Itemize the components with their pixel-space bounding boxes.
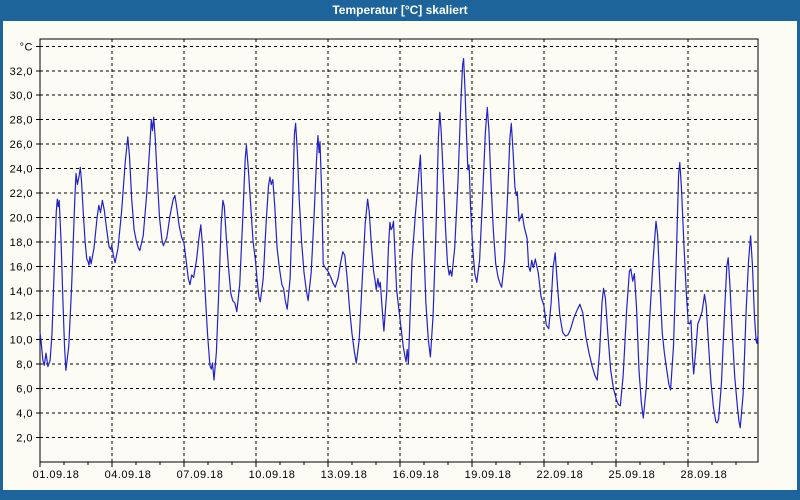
x-axis-label: 10.09.18: [249, 469, 296, 481]
x-axis-label: 07.09.18: [177, 469, 224, 481]
y-axis-label: 16,0: [10, 261, 33, 273]
window-title: Temperatur [°C] skaliert: [332, 3, 468, 17]
y-axis-label: 20,0: [10, 213, 33, 225]
x-axis-label: 28.09.18: [680, 469, 727, 481]
y-axis-label: 2,0: [16, 433, 33, 445]
x-axis-label: 13.09.18: [321, 469, 368, 481]
y-axis-label: 4,0: [16, 408, 33, 420]
y-axis-label: 22,0: [10, 188, 33, 200]
y-axis-label: °C: [20, 41, 33, 53]
temperature-series-line: [39, 57, 759, 429]
x-axis-label: 19.09.18: [465, 469, 512, 481]
y-axis-label: 18,0: [10, 237, 33, 249]
y-axis-label: 26,0: [10, 139, 33, 151]
y-axis-label: 32,0: [10, 66, 33, 78]
plot-border: [39, 38, 759, 463]
y-axis-label: 30,0: [10, 90, 33, 102]
x-axis-label: 16.09.18: [393, 469, 440, 481]
y-axis-label: 24,0: [10, 164, 33, 176]
y-axis-label: 14,0: [10, 286, 33, 298]
x-axis-label: 01.09.18: [33, 469, 80, 481]
x-axis-label: 22.09.18: [536, 469, 583, 481]
x-axis-label: 25.09.18: [608, 469, 655, 481]
y-axis-label: 28,0: [10, 115, 33, 127]
x-axis-label: 04.09.18: [105, 469, 152, 481]
y-axis-label: 8,0: [16, 359, 33, 371]
y-axis-label: 10,0: [10, 335, 33, 347]
temperature-chart-canvas: 2,0 4,0 6,0 8,0 10,0 12,0 14,0 16,0 18,0 20,0 22,0…: [3, 21, 797, 490]
chart-content-area: 2,0 4,0 6,0 8,0 10,0 12,0 14,0 16,0 18,0 20,0 22,0…: [3, 21, 797, 490]
y-axis-label: 6,0: [16, 384, 33, 396]
y-axis-label: 12,0: [10, 310, 33, 322]
